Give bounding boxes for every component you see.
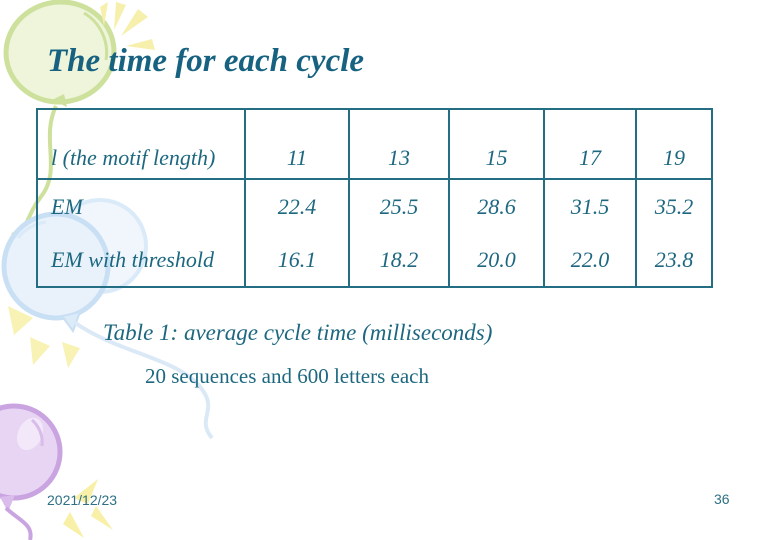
table-subcaption: 20 sequences and 600 letters each [145,364,429,388]
table-cell: 31.5 [543,180,635,233]
green-balloon-icon [3,0,117,237]
table-cell: 22.0 [543,233,635,286]
table-cell: 28.6 [448,180,543,233]
table-header-value: 19 [635,110,711,180]
table-cell: 16.1 [244,233,348,286]
purple-sparkle-icon [63,479,113,538]
table-cell: 23.8 [635,233,711,286]
table-row-label: EM with threshold [51,246,214,272]
table-header-value: 15 [448,110,543,180]
table-row-label: EM [51,193,83,219]
slide-title: The time for each cycle [47,43,365,79]
cycle-time-table: l (the motif length) 11 13 15 17 19 EM 2… [36,108,713,288]
table-header-value: 11 [244,110,348,180]
blue-sparkle-icon [8,306,80,368]
table-header-label: l (the motif length) [38,110,244,180]
table-cell: 35.2 [635,180,711,233]
table-cell: 25.5 [348,180,448,233]
purple-balloon-icon [0,403,63,540]
blue-balloon-icon [1,198,214,440]
table-header-value: 13 [348,110,448,180]
table-cell: 18.2 [348,233,448,286]
starburst-icon [100,2,155,50]
table-caption: Table 1: average cycle time (millisecond… [103,320,493,345]
table-cell: 22.4 [244,180,348,233]
table-header-value: 17 [543,110,635,180]
slide-date: 2021/12/23 [47,492,118,508]
slide-page-number: 36 [714,491,730,507]
table-cell: 20.0 [448,233,543,286]
